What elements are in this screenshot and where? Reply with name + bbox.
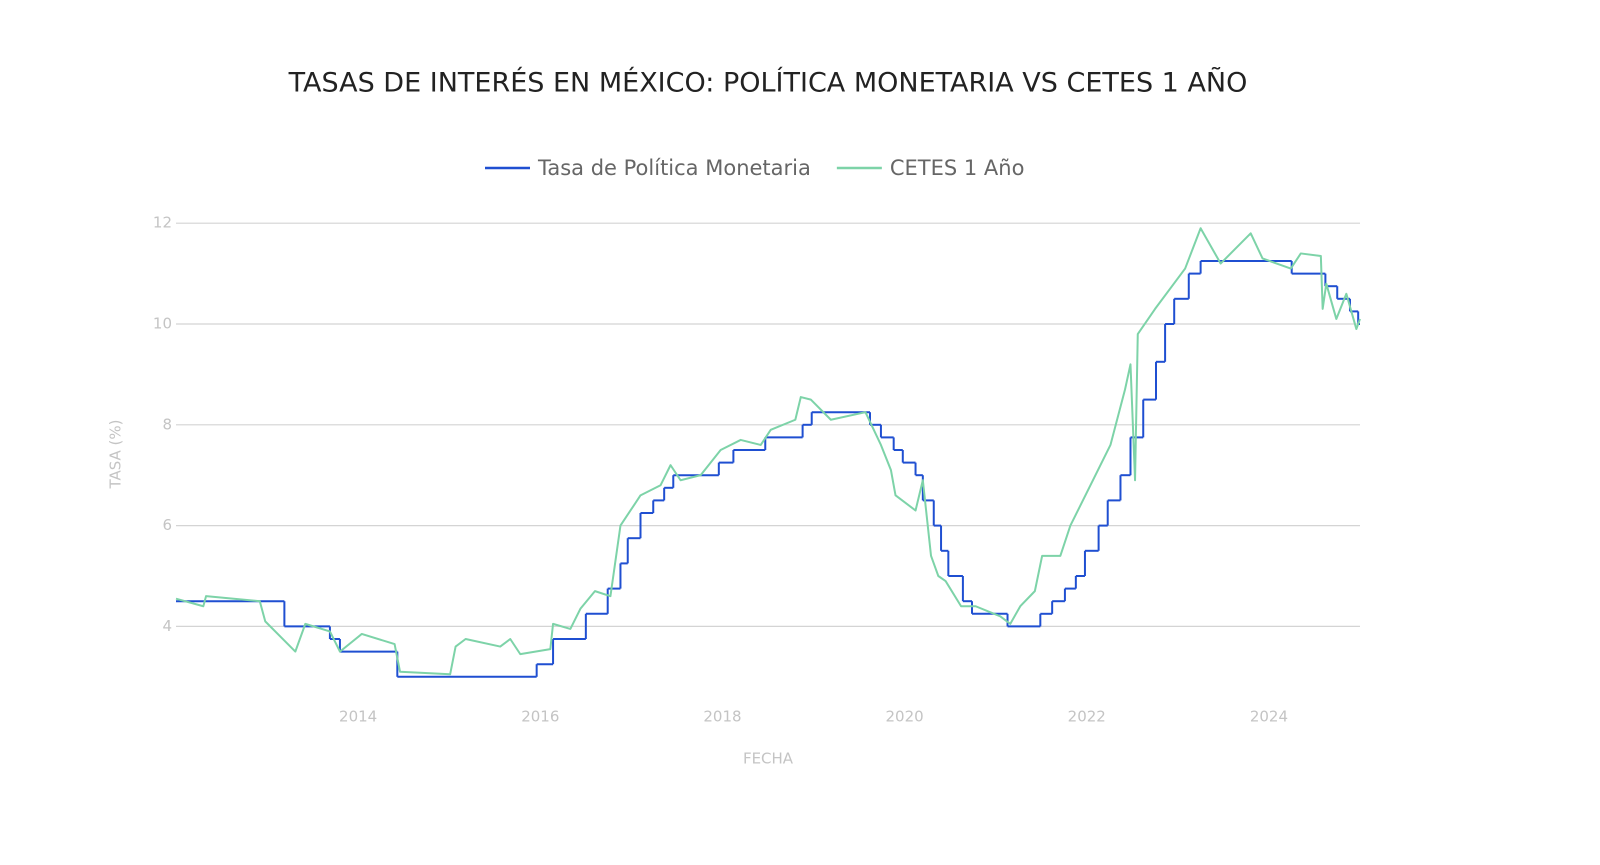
x-tick-label: 2018 — [703, 708, 741, 726]
x-tick-label: 2014 — [339, 708, 377, 726]
chart-title: TASAS DE INTERÉS EN MÉXICO: POLÍTICA MON… — [288, 67, 1248, 99]
y-tick-label: 4 — [162, 617, 172, 635]
x-tick-label: 2024 — [1250, 708, 1288, 726]
series-line — [175, 227, 1361, 676]
y-tick-label: 8 — [162, 415, 172, 433]
x-axis-label: FECHA — [743, 750, 794, 768]
legend-label: Tasa de Política Monetaria — [537, 156, 811, 180]
y-axis-label: TASA (%) — [107, 419, 125, 489]
legend-label: CETES 1 Año — [890, 156, 1025, 180]
y-tick-label: 10 — [153, 315, 172, 333]
y-tick-label: 6 — [162, 516, 172, 534]
x-tick-label: 2020 — [886, 708, 924, 726]
y-tick-label: 12 — [153, 214, 172, 232]
x-tick-label: 2022 — [1068, 708, 1106, 726]
x-tick-label: 2016 — [521, 708, 559, 726]
